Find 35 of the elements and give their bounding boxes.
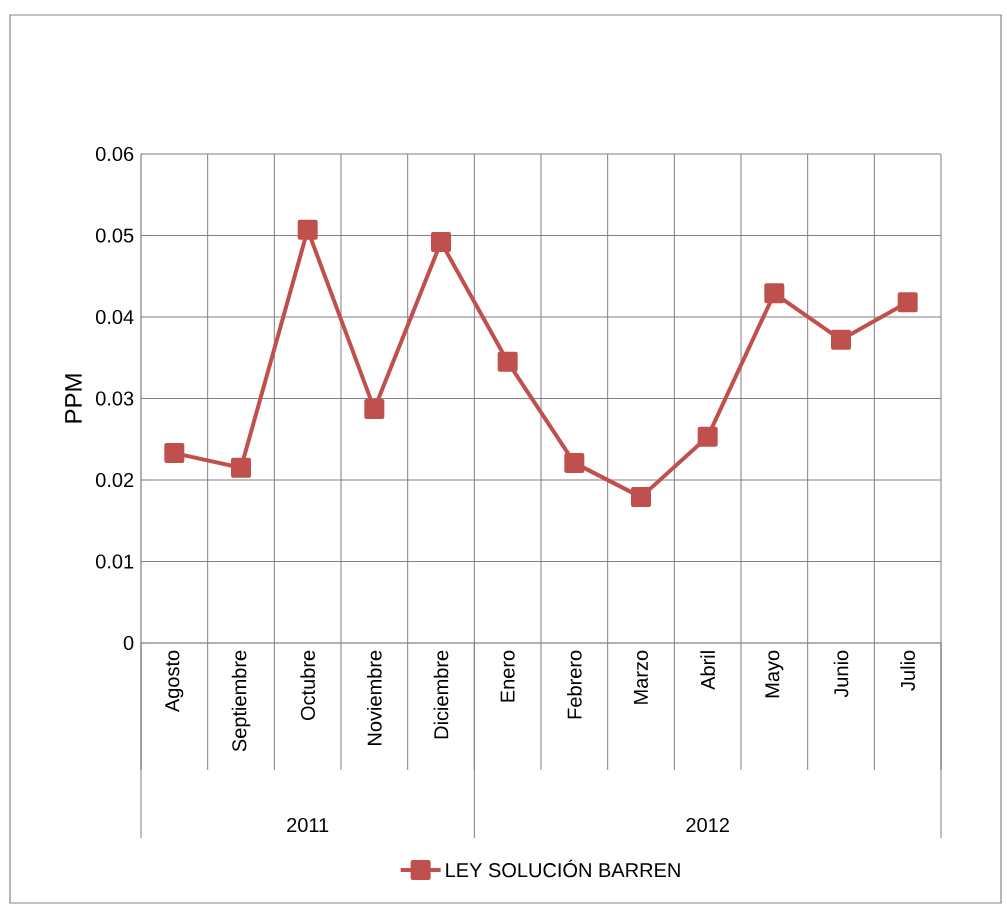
x-tick-label: Abril	[700, 651, 716, 690]
text: 2011	[287, 817, 329, 833]
y-tick-label: 0	[123, 635, 134, 651]
point	[431, 232, 452, 253]
y-axis-title: PPM	[65, 374, 82, 423]
point	[631, 487, 651, 508]
legend-label: LEY SOLUCIÓN BARREN	[446, 859, 680, 878]
y-tick-label: 0.03	[96, 391, 134, 406]
x-tick-label: Diciembre	[433, 650, 449, 739]
point	[297, 219, 318, 240]
x-tick-label: Marzo	[634, 650, 648, 704]
x-tick-label: Febrero	[566, 650, 582, 719]
x-tick-label: Agosto	[165, 650, 184, 713]
point	[497, 351, 518, 372]
point	[231, 457, 251, 478]
y-tick-label: 0.04	[96, 309, 134, 325]
point	[697, 426, 718, 447]
x-tick-label: Junio	[833, 650, 849, 698]
x-tick-label: Septiembre	[231, 650, 251, 752]
x-tick-label: Mayo	[765, 650, 784, 698]
x-tick-label: Julio	[900, 650, 915, 691]
y-tick-label: 0.01	[96, 554, 134, 569]
point	[364, 399, 385, 420]
point	[564, 452, 585, 473]
x-tick-label: Noviembre	[367, 650, 382, 745]
y-tick-label: 0.06	[96, 146, 134, 162]
text: 2012	[686, 817, 729, 833]
point	[764, 283, 785, 304]
point	[831, 329, 851, 350]
point	[897, 292, 918, 313]
x-tick-label: Enero	[500, 650, 515, 702]
y-tick-label: 0.02	[96, 472, 134, 488]
y-tick-label: 0.05	[96, 228, 134, 243]
x-tick-label: Octubre	[300, 650, 316, 721]
point	[164, 443, 185, 464]
